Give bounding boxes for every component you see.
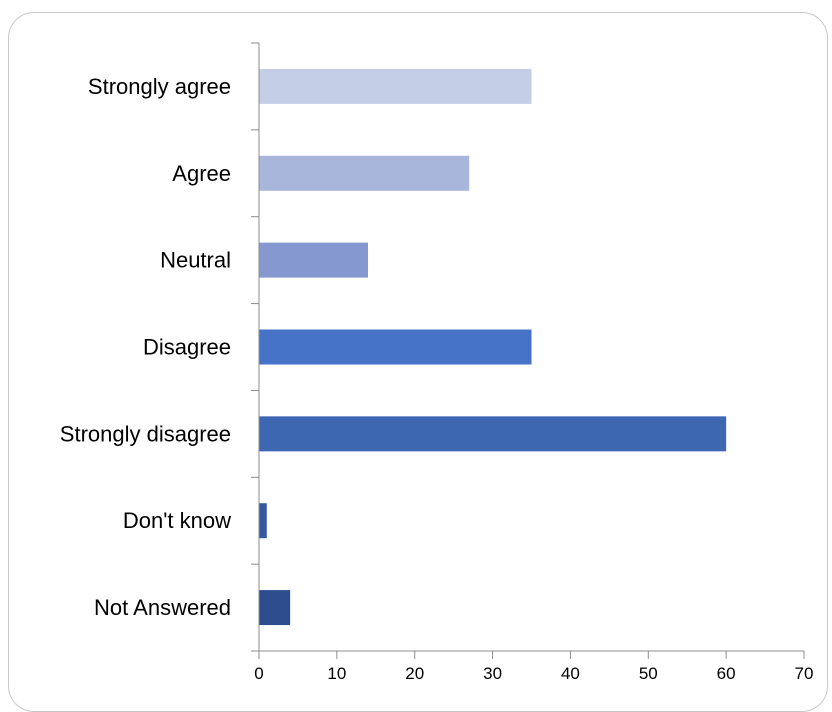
- category-label: Strongly agree: [88, 74, 231, 99]
- x-tick-label: 60: [717, 664, 736, 683]
- category-label: Agree: [172, 161, 231, 186]
- bar-neutral: [259, 242, 368, 278]
- x-tick-label: 10: [327, 664, 346, 683]
- bar-disagree: [259, 329, 532, 365]
- bar-not-answered: [259, 590, 291, 626]
- category-label: Not Answered: [94, 595, 231, 620]
- x-tick-label: 20: [405, 664, 424, 683]
- x-tick-label: 30: [483, 664, 502, 683]
- category-label: Disagree: [143, 335, 231, 360]
- x-tick-label: 40: [561, 664, 580, 683]
- bars-group: [259, 68, 727, 626]
- category-label: Strongly disagree: [60, 421, 231, 446]
- category-label: Don't know: [123, 508, 231, 533]
- x-tick-label: 70: [795, 664, 814, 683]
- bar-don-t-know: [259, 503, 267, 539]
- category-label: Neutral: [160, 248, 231, 273]
- x-tick-label: 50: [639, 664, 658, 683]
- labels-group: Strongly agree Agree Neutral Disagree Strong…: [60, 74, 814, 683]
- bar-strongly-disagree: [259, 416, 727, 452]
- axes-group: [251, 42, 805, 659]
- x-tick-label: 0: [254, 664, 263, 683]
- bar-strongly-agree: [259, 68, 532, 104]
- bar-agree: [259, 155, 470, 191]
